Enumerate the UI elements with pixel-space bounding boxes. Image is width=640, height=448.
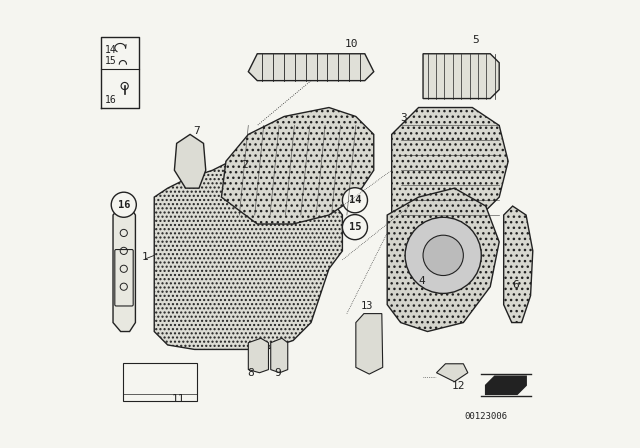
Polygon shape xyxy=(113,206,136,332)
Text: 8: 8 xyxy=(247,368,253,378)
Text: 6: 6 xyxy=(513,280,520,289)
Polygon shape xyxy=(423,54,499,99)
Text: 7: 7 xyxy=(194,126,200,136)
Polygon shape xyxy=(248,338,269,373)
Circle shape xyxy=(342,215,367,240)
Polygon shape xyxy=(271,338,288,373)
Text: 16: 16 xyxy=(105,95,116,105)
Circle shape xyxy=(111,192,136,217)
Polygon shape xyxy=(504,206,533,323)
Polygon shape xyxy=(392,108,508,233)
Text: 12: 12 xyxy=(452,381,466,391)
Text: 3: 3 xyxy=(400,113,406,123)
Text: 4: 4 xyxy=(419,276,426,286)
Polygon shape xyxy=(221,108,374,224)
Text: 11: 11 xyxy=(172,394,186,404)
Polygon shape xyxy=(387,188,499,332)
Polygon shape xyxy=(486,376,526,394)
Polygon shape xyxy=(154,161,342,349)
Polygon shape xyxy=(436,364,468,382)
Text: 9: 9 xyxy=(274,368,280,378)
Text: 14: 14 xyxy=(349,195,361,205)
Text: 16: 16 xyxy=(118,200,130,210)
Circle shape xyxy=(423,235,463,276)
Text: 5: 5 xyxy=(472,34,479,44)
Text: 15: 15 xyxy=(349,222,361,232)
Text: 2: 2 xyxy=(242,160,248,170)
Polygon shape xyxy=(174,134,206,188)
Text: 00123006: 00123006 xyxy=(464,412,508,421)
Text: 15: 15 xyxy=(105,56,116,66)
Text: 10: 10 xyxy=(345,39,358,49)
Text: 13: 13 xyxy=(361,301,374,311)
Text: 14: 14 xyxy=(105,45,116,55)
Text: 1: 1 xyxy=(141,252,148,262)
Polygon shape xyxy=(248,54,374,81)
Circle shape xyxy=(405,217,481,293)
Circle shape xyxy=(342,188,367,213)
Polygon shape xyxy=(356,314,383,374)
Bar xyxy=(123,363,197,401)
